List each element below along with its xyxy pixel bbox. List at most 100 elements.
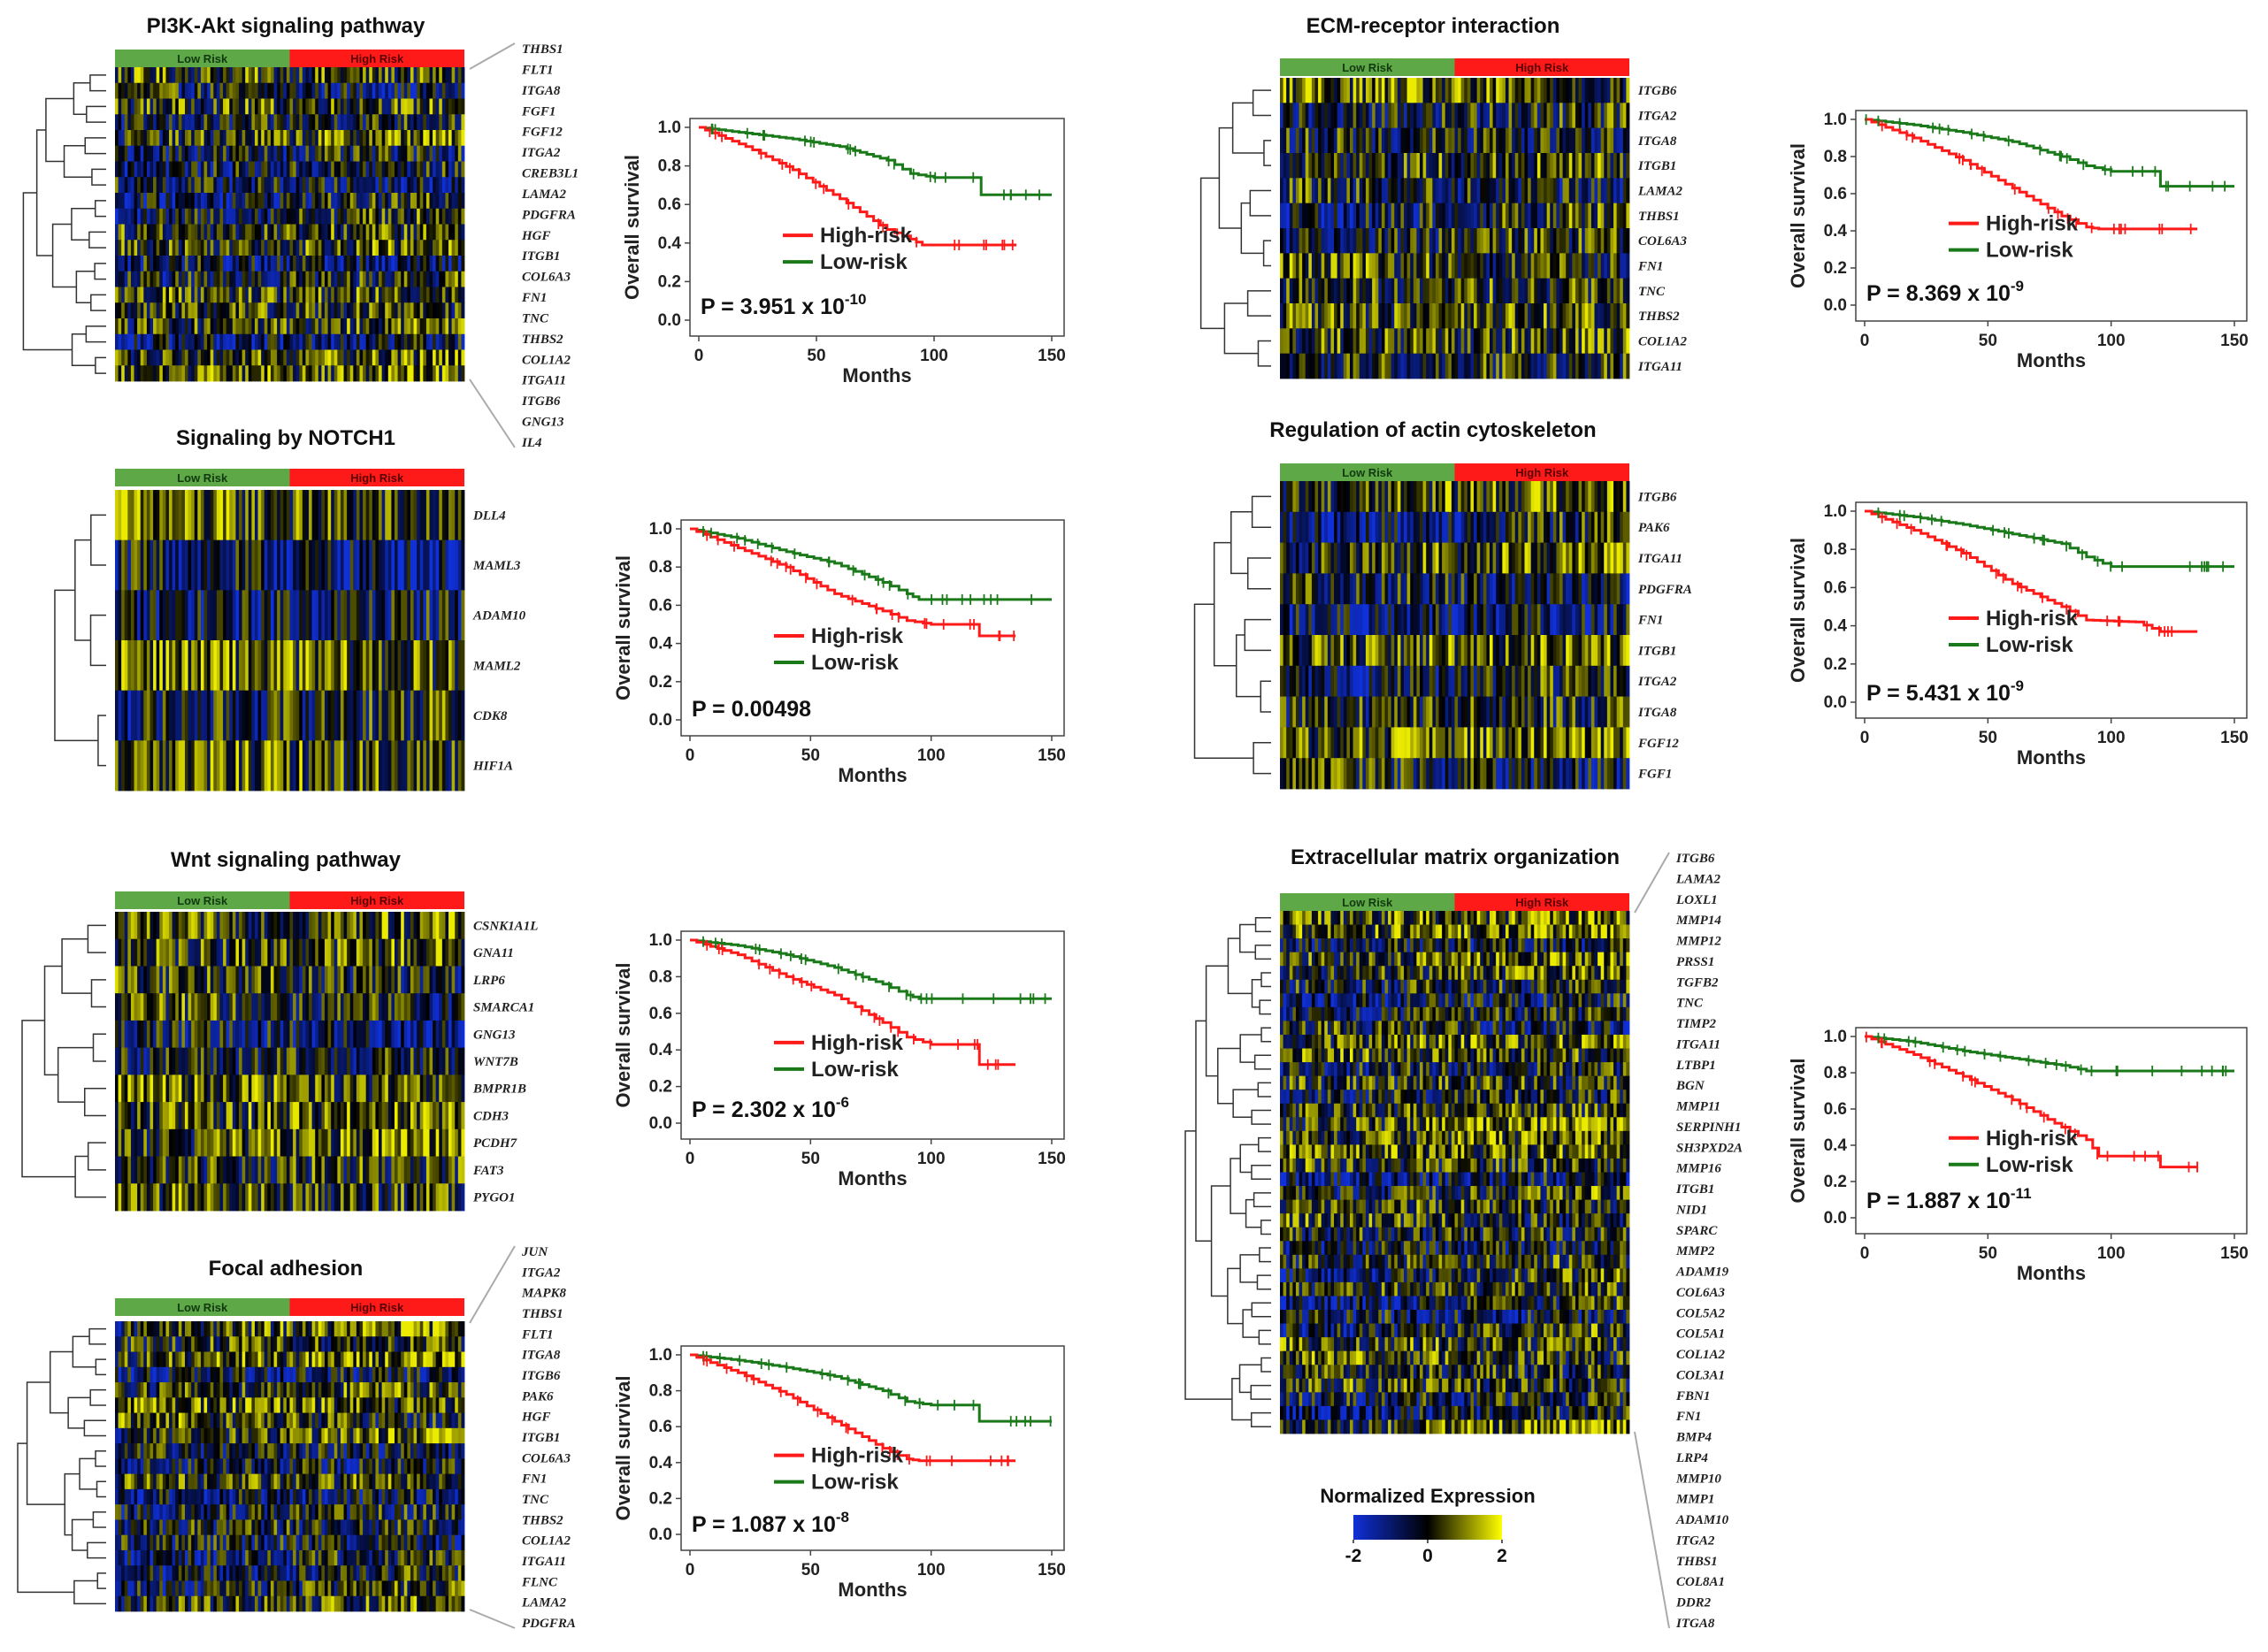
heatmap-cell — [248, 640, 252, 692]
heatmap-cell — [118, 1128, 122, 1157]
heatmap-cell — [381, 161, 386, 178]
heatmap-cell — [203, 208, 208, 225]
heatmap-cell — [311, 114, 316, 131]
heatmap-cell — [286, 539, 290, 591]
heatmap-cell — [369, 1351, 373, 1368]
heatmap-cell — [267, 1336, 272, 1352]
heatmap-cell — [153, 1382, 157, 1398]
heatmap-cell — [379, 490, 383, 541]
heatmap-cell — [395, 740, 398, 792]
heatmap-cell — [146, 1397, 150, 1413]
heatmap-cell — [381, 1156, 386, 1184]
heatmap-cell — [175, 1075, 180, 1103]
heatmap-cell — [445, 1366, 449, 1383]
heatmap-cell — [327, 1075, 332, 1103]
heatmap-cell — [353, 318, 357, 335]
heatmap-cell — [343, 82, 348, 99]
heatmap-cell — [169, 1047, 173, 1075]
heatmap-cell — [134, 1397, 138, 1413]
heatmap-cell — [273, 193, 278, 210]
heatmap-cell — [356, 224, 360, 241]
heatmap-cell — [146, 193, 150, 210]
heatmap-cell — [356, 966, 360, 994]
heatmap-cell — [203, 966, 208, 994]
heatmap-cell — [441, 1075, 446, 1103]
heatmap-cell — [311, 365, 316, 382]
heatmap-cell — [191, 1102, 195, 1130]
heatmap-cell — [417, 208, 421, 225]
heatmap-cell — [181, 145, 186, 162]
heatmap-cell — [210, 1075, 214, 1103]
heatmap-cell — [321, 1366, 326, 1383]
heatmap-cell — [210, 1020, 214, 1049]
heatmap-cell — [213, 161, 218, 178]
heatmap-cell — [410, 365, 414, 382]
heatmap-cell — [457, 1336, 462, 1352]
heatmap-cell — [429, 1102, 433, 1130]
heatmap-cell — [169, 1336, 173, 1352]
heatmap-cell — [302, 349, 306, 366]
heatmap-cell — [387, 240, 392, 256]
heatmap-cell — [197, 114, 202, 131]
heatmap-cell — [311, 690, 316, 741]
heatmap-cell — [232, 1020, 236, 1049]
heatmap-cell — [299, 740, 303, 792]
heatmap-cell — [140, 539, 144, 591]
heatmap-cell — [385, 640, 389, 692]
heatmap-cell — [207, 640, 211, 692]
heatmap-cell — [165, 938, 170, 967]
y-tick-label: 1.0 — [649, 931, 672, 950]
heatmap-cell — [359, 1156, 364, 1184]
heatmap-cell — [175, 193, 180, 210]
heatmap-cell — [441, 1351, 446, 1368]
heatmap-cell — [318, 240, 322, 256]
heatmap-cell — [223, 287, 227, 303]
heatmap-cell — [353, 82, 357, 99]
heatmap-cell — [156, 82, 160, 99]
heatmap-cell — [188, 349, 192, 366]
heatmap-cell — [235, 912, 240, 940]
heatmap-cell — [213, 287, 218, 303]
heatmap-cell — [343, 161, 348, 178]
heatmap-cell — [331, 98, 335, 115]
y-tick-label: 0.0 — [649, 1114, 672, 1133]
heatmap-cell — [425, 271, 430, 287]
heatmap-cell — [401, 1366, 405, 1383]
heatmap-cell — [439, 224, 443, 241]
heatmap-cell — [433, 208, 437, 225]
heatmap-cell — [381, 145, 386, 162]
heatmap-cell — [241, 1102, 246, 1130]
heatmap-cell — [455, 240, 459, 256]
heatmap-cell — [315, 98, 319, 115]
heatmap-cell — [375, 287, 379, 303]
heatmap-cell — [353, 1183, 357, 1212]
gene-label: ITGA2 — [521, 146, 561, 160]
heatmap-cell — [356, 1128, 360, 1157]
heatmap-cell — [333, 177, 338, 194]
heatmap-cell — [353, 208, 357, 225]
heatmap-cell — [286, 224, 290, 241]
heatmap-cell — [379, 177, 383, 194]
heatmap-cell — [347, 1128, 351, 1157]
heatmap-cell — [181, 590, 186, 641]
heatmap-cell — [197, 349, 202, 366]
heatmap-cell — [169, 318, 173, 335]
heatmap-cell — [340, 365, 344, 382]
heatmap-cell — [385, 193, 389, 210]
heatmap-cell — [229, 224, 234, 241]
heatmap-cell — [143, 365, 148, 382]
heatmap-cell — [280, 1128, 284, 1157]
heatmap-cell — [283, 349, 287, 366]
heatmap-cell — [353, 302, 357, 319]
heatmap-cell — [295, 1047, 300, 1075]
heatmap-cell — [439, 1366, 443, 1383]
heatmap-cell — [455, 1382, 459, 1398]
heatmap-cell — [283, 302, 287, 319]
heatmap-cell — [407, 333, 411, 350]
heatmap-cell — [385, 302, 389, 319]
heatmap-cell — [162, 1321, 166, 1337]
heatmap-cell — [188, 539, 192, 591]
heatmap-cell — [397, 590, 402, 641]
heatmap-cell — [185, 145, 188, 162]
heatmap-cell — [435, 1047, 440, 1075]
